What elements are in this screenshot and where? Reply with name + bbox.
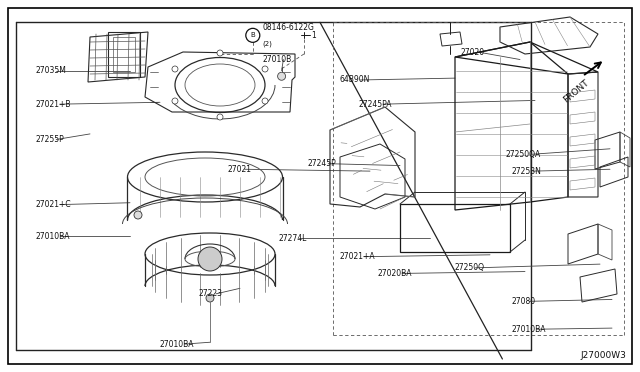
Text: (2): (2) (263, 40, 273, 47)
Circle shape (206, 294, 214, 302)
Text: 27010BA: 27010BA (160, 340, 195, 349)
Circle shape (278, 72, 285, 80)
Circle shape (217, 50, 223, 56)
Text: 27255P: 27255P (35, 135, 64, 144)
Text: 27080: 27080 (512, 297, 536, 306)
Circle shape (172, 66, 178, 72)
Text: 27250QA: 27250QA (506, 150, 541, 159)
Text: 27035M: 27035M (35, 66, 66, 75)
Text: 27021+B: 27021+B (35, 100, 70, 109)
Circle shape (262, 98, 268, 104)
Circle shape (172, 98, 178, 104)
Text: 27253N: 27253N (512, 167, 542, 176)
Text: 27010BA: 27010BA (35, 232, 70, 241)
Text: 27021: 27021 (227, 165, 251, 174)
Text: FRONT: FRONT (561, 78, 591, 105)
Circle shape (217, 114, 223, 120)
Text: 1: 1 (312, 31, 316, 40)
Circle shape (262, 66, 268, 72)
Text: 27021+A: 27021+A (339, 252, 375, 261)
Circle shape (198, 247, 222, 271)
Text: 27274L: 27274L (278, 234, 307, 243)
Text: 27250Q: 27250Q (454, 263, 484, 272)
Text: 27010BA: 27010BA (512, 325, 547, 334)
Text: J27000W3: J27000W3 (580, 351, 626, 360)
Text: 27223: 27223 (198, 289, 223, 298)
Text: 08146-6122G: 08146-6122G (263, 23, 315, 32)
Text: 27245P: 27245P (307, 159, 336, 168)
Text: 27021+C: 27021+C (35, 200, 71, 209)
Text: 27020: 27020 (461, 48, 485, 57)
Text: 64B90N: 64B90N (339, 76, 369, 84)
Circle shape (134, 211, 142, 219)
Text: 27020BA: 27020BA (378, 269, 412, 278)
Text: 27010B: 27010B (262, 55, 292, 64)
Text: B: B (250, 32, 255, 38)
Text: 27245PA: 27245PA (358, 100, 392, 109)
